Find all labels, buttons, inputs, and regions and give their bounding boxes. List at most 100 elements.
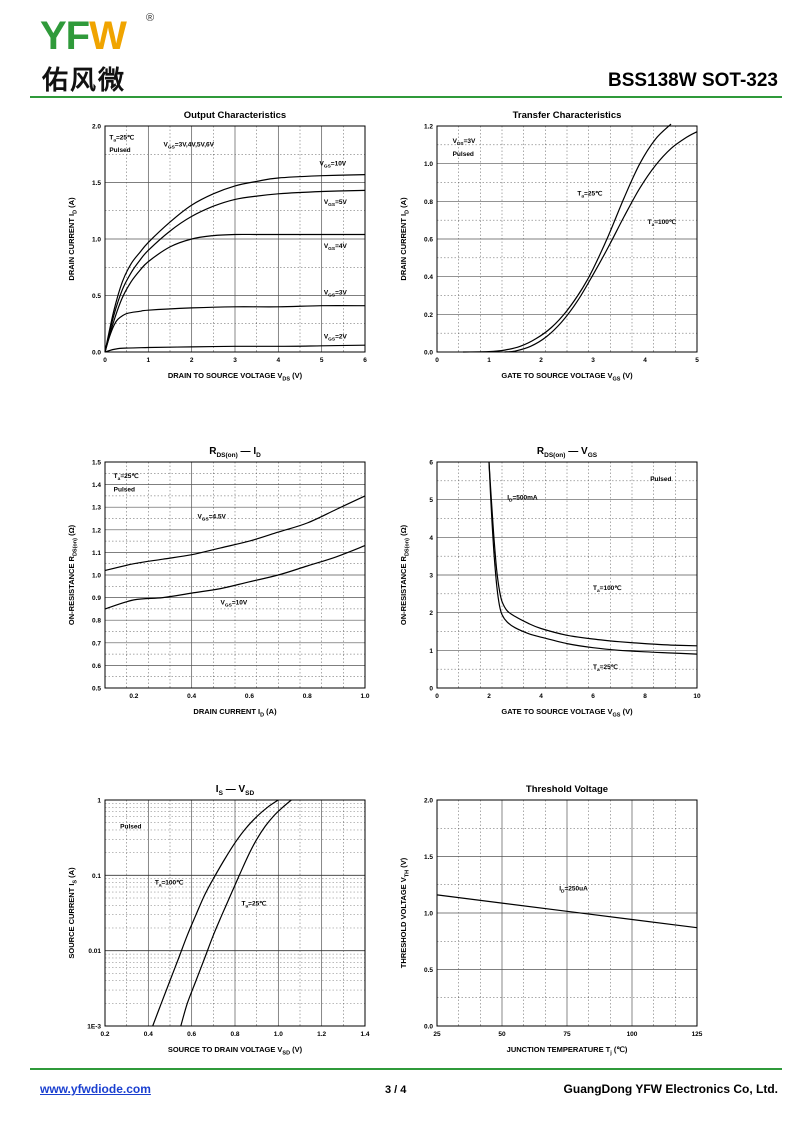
part-number: BSS138W SOT-323 (607, 70, 778, 91)
registered-mark: ® (146, 12, 155, 24)
website-link[interactable]: www.yfwdiode.com (40, 1082, 151, 1096)
annotation-main: T (242, 900, 246, 907)
y-axis-label: SOURCE CURRENT IS (A) (67, 867, 79, 959)
y-axis-label-part: THRESHOLD VOLTAGE V (399, 877, 408, 968)
annotation-sub: a (652, 223, 655, 228)
x-axis-label: GATE TO SOURCE VOLTAGE VGS (V) (501, 707, 633, 719)
y-axis-label-part: DRAIN CURRENT I (67, 214, 76, 281)
annotation-tail: =25℃ (120, 472, 139, 480)
annotation-sub: GS (202, 517, 210, 523)
series-line-0 (104, 174, 366, 353)
x-tick-label: 0.4 (144, 1031, 153, 1038)
plot-frame (104, 461, 366, 689)
output-characteristics-chart: Output Characteristics 0 1 2 3 4 5 6 0.0 0.5 1.0 1.… (67, 110, 367, 383)
annotation-tail: =3V (464, 138, 476, 145)
annotation-tail: =2V (335, 333, 347, 340)
x-axis-label-part: GS (613, 713, 621, 719)
y-tick-label: 4 (429, 535, 433, 542)
title-dash: — (565, 446, 581, 457)
y-tick-label: 0.5 (424, 967, 433, 974)
annotation-label: Ta=25℃ (109, 134, 135, 144)
plot-frame (436, 125, 698, 353)
annotation-main: V (453, 138, 458, 145)
plot-frame (104, 799, 366, 1027)
brand-logo: YFW (40, 14, 127, 59)
x-tick-label: 10 (693, 693, 701, 700)
x-tick-label: 5 (695, 357, 699, 364)
chart-title-sub: DS(on) (216, 452, 237, 459)
y-tick-label: 1 (97, 798, 101, 805)
x-tick-label: 2 (190, 357, 194, 364)
y-tick-label: 0.0 (424, 1024, 433, 1031)
annotation-sub: GS (168, 144, 176, 150)
annotation-label: Pulsed (650, 476, 671, 483)
x-tick-label: 1 (147, 357, 151, 364)
annotation-main: V (221, 599, 226, 606)
annotation-main: T (593, 664, 597, 671)
title-dash: — (238, 446, 254, 457)
x-axis-label-part: (℃) (612, 1045, 628, 1054)
annotation-tail: =100℃ (654, 218, 677, 226)
x-tick-label: 3 (591, 357, 595, 364)
annotation-label: VGS=4.5V (197, 514, 226, 523)
annotation-label: VGS=3V,4V,5V,6V (164, 141, 215, 150)
chart-title: Threshold Voltage (526, 784, 608, 795)
x-tick-label: 75 (563, 1031, 571, 1038)
annotation-sub: D (561, 888, 565, 894)
x-tick-label: 4 (539, 693, 543, 700)
logo-text-w: W (89, 14, 127, 58)
x-tick-label: 6 (591, 693, 595, 700)
series-line-1 (104, 189, 366, 353)
x-tick-label: 0 (435, 357, 439, 364)
annotation-label: Ta=100℃ (593, 584, 622, 594)
chart-title-sub: DS(on) (544, 452, 565, 459)
annotation-main: I (559, 885, 561, 892)
y-axis-label-part: SOURCE CURRENT I (67, 884, 76, 959)
y-tick-label: 0.1 (92, 873, 101, 880)
annotation-main: V (324, 333, 329, 340)
x-axis-label: JUNCTION TEMPERATURE Tj (℃) (507, 1045, 628, 1057)
annotation-label: Pulsed (109, 147, 130, 154)
y-tick-label: 0.8 (424, 199, 433, 206)
y-tick-label: 1 (429, 648, 433, 655)
y-axis-label-part: (A) (399, 197, 408, 210)
y-tick-label: 0.01 (88, 948, 101, 955)
x-axis-label-part: (V) (290, 1045, 303, 1054)
y-axis-label-part: DRAIN CURRENT I (399, 214, 408, 281)
series-line-1 (488, 461, 698, 655)
annotation-sub: a (113, 139, 116, 144)
y-tick-label: 1E-3 (87, 1024, 101, 1031)
series-line-0 (152, 799, 279, 1027)
plot-frame (104, 125, 366, 353)
x-tick-label: 1.4 (360, 1031, 369, 1038)
series-line-0 (462, 123, 672, 353)
chart-title: IS — VSD (216, 784, 255, 797)
y-tick-label: 0.5 (92, 293, 101, 300)
annotation-sub: a (581, 195, 584, 200)
x-tick-label: 0 (435, 693, 439, 700)
annotation-tail: =10V (331, 161, 347, 168)
annotation-label: VGS=10V (320, 161, 347, 170)
series-line-4 (104, 344, 366, 353)
annotation-main: V (324, 289, 329, 296)
annotation-tail: =500mA (512, 495, 537, 502)
annotation-label: Ta=25℃ (114, 472, 140, 482)
chart-title-part: I (216, 784, 219, 795)
chart-title: RDS(on) — VGS (537, 446, 598, 459)
annotation-sub: a (118, 477, 121, 482)
y-tick-label: 2 (429, 610, 433, 617)
x-tick-label: 0.4 (187, 693, 196, 700)
x-tick-label: 8 (643, 693, 647, 700)
y-axis-label: ON-RESISTANCE RDS(on) (Ω) (67, 524, 79, 625)
annotation-main: V (197, 514, 202, 521)
series-line-1 (504, 131, 698, 353)
y-tick-label: 0.0 (424, 350, 433, 357)
annotation-label: VGS=4V (324, 243, 348, 252)
x-axis-label-part: JUNCTION TEMPERATURE T (507, 1045, 611, 1054)
series-line-0 (436, 894, 698, 929)
annotation-tail: =3V (335, 289, 347, 296)
series-line-1 (104, 545, 366, 610)
x-tick-label: 6 (363, 357, 367, 364)
x-tick-label: 2 (487, 693, 491, 700)
plot-frame (436, 799, 698, 1027)
